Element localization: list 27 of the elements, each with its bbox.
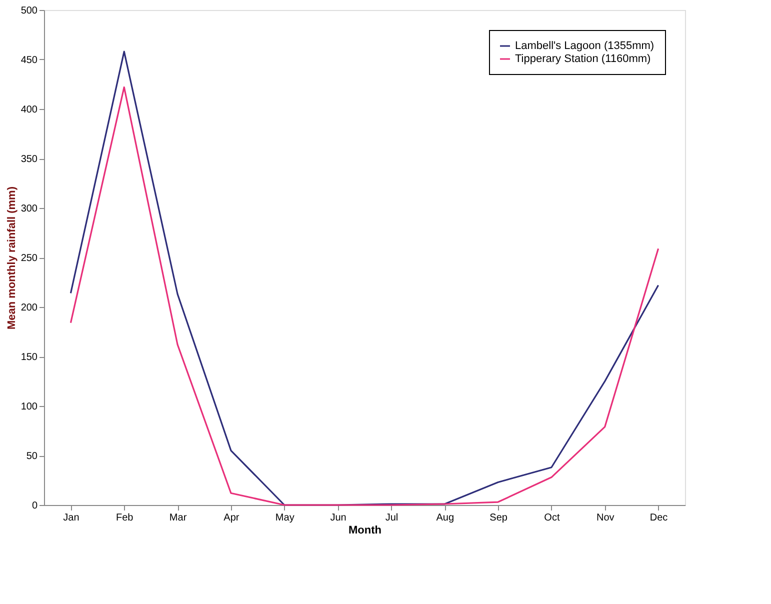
y-tick-label: 450 [20,55,38,66]
y-tick-label: 150 [20,352,38,363]
x-tick-label: Oct [544,512,560,524]
x-tick-label: Dec [650,512,668,524]
y-tick-label: 200 [20,302,38,314]
y-tick-label: 100 [20,402,38,412]
x-tick-label: Aug [436,512,454,524]
y-tick-label: 250 [20,253,38,264]
x-tick-label: Feb [116,512,134,524]
y-tick-label: 50 [26,451,38,462]
x-tick-label: Apr [224,512,240,524]
x-tick-label: Jul [385,512,398,524]
y-tick-label: 0 [32,500,38,512]
y-tick-label: 500 [20,6,38,16]
y-tick-label: 400 [20,104,38,116]
x-tick-label: May [275,512,294,524]
x-tick-label: Mar [169,512,188,524]
x-tick-label: Sep [490,512,508,524]
x-tick-label: Nov [596,512,614,524]
y-tick-label: 350 [20,154,38,165]
y-tick-label: 300 [20,204,38,214]
x-axis-title: Month [348,524,382,536]
x-tick-label: Jan [63,512,80,524]
legend-label: Tipperary Station (1160mm) [515,53,651,65]
legend-label: Lambell's Lagoon (1355mm) [515,40,654,52]
x-tick-label: Jun [330,512,346,524]
y-axis-title: Mean monthly rainfall (mm) [6,186,18,330]
